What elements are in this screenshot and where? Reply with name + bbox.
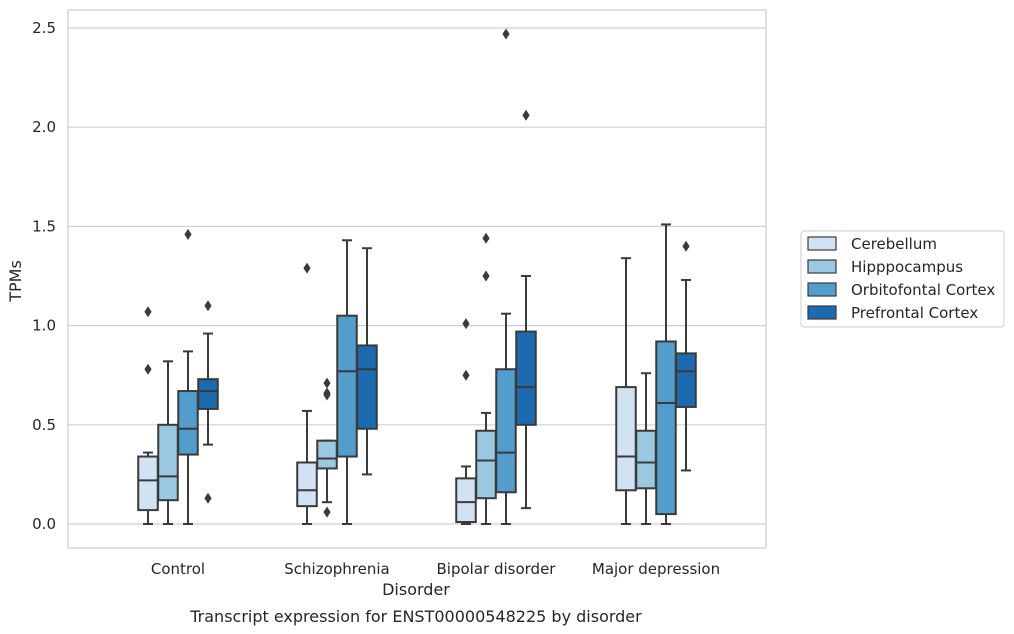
legend-frame xyxy=(800,230,1005,328)
box-prefrontal-cortex xyxy=(197,300,219,504)
x-axis-label: Disorder xyxy=(382,580,450,599)
box-prefrontal-cortex xyxy=(356,247,378,476)
legend: Cerebellum Hipppocampus Orbitofontal Corte… xyxy=(800,230,1005,328)
y-tick-label: 2.0 xyxy=(32,118,56,136)
y-tick-label: 2.5 xyxy=(32,19,56,37)
box-iqr xyxy=(615,386,637,492)
outlier-point xyxy=(462,318,470,330)
outlier-point xyxy=(184,228,192,240)
outlier-point xyxy=(462,369,470,381)
outlier-point xyxy=(144,306,152,318)
y-tick-labels: 0.0 0.5 1.0 1.5 2.0 2.5 xyxy=(32,19,56,533)
outlier-point xyxy=(682,240,690,252)
box-iqr xyxy=(137,455,159,512)
boxes xyxy=(137,28,697,525)
box-cerebellum xyxy=(615,257,637,525)
outlier-point xyxy=(323,387,331,399)
box-iqr xyxy=(197,378,219,410)
legend-swatch xyxy=(807,259,837,274)
outlier-point xyxy=(204,300,212,312)
legend-swatch xyxy=(807,282,837,297)
legend-swatch xyxy=(807,305,837,320)
box-hipppocampus xyxy=(635,372,657,525)
legend-label: Hipppocampus xyxy=(851,258,963,276)
box-orbitofontal-cortex xyxy=(655,223,677,525)
x-tick-label: Schizophrenia xyxy=(284,560,389,578)
box-hipppocampus xyxy=(316,377,338,518)
box-iqr xyxy=(177,390,199,456)
box-orbitofontal-cortex xyxy=(336,239,358,525)
outlier-point xyxy=(502,28,510,40)
outlier-point xyxy=(482,232,490,244)
box-cerebellum xyxy=(455,318,477,525)
box-iqr xyxy=(336,314,358,458)
y-tick-label: 1.0 xyxy=(32,317,56,335)
outlier-point xyxy=(522,109,530,121)
box-cerebellum xyxy=(137,306,159,525)
box-iqr xyxy=(455,477,477,524)
legend-label: Prefrontal Cortex xyxy=(851,304,978,322)
box-iqr xyxy=(316,439,338,470)
outlier-point xyxy=(303,262,311,274)
box-iqr xyxy=(157,423,179,502)
box-iqr xyxy=(655,340,677,516)
y-tick-label: 1.5 xyxy=(32,217,56,235)
box-iqr xyxy=(495,368,517,494)
outlier-point xyxy=(482,270,490,282)
box-iqr xyxy=(515,330,537,426)
box-iqr xyxy=(475,429,497,500)
legend-label: Cerebellum xyxy=(851,235,937,253)
outlier-point xyxy=(144,363,152,375)
outlier-point xyxy=(323,506,331,518)
box-iqr xyxy=(356,344,378,430)
plot-frame xyxy=(67,9,767,549)
x-tick-label: Major depression xyxy=(592,560,720,578)
chart-caption: Transcript expression for ENST0000054822… xyxy=(189,607,642,626)
x-tick-label: Bipolar disorder xyxy=(437,560,557,578)
box-prefrontal-cortex xyxy=(675,240,697,472)
box-cerebellum xyxy=(296,262,318,525)
y-tick-label: 0.0 xyxy=(32,515,56,533)
box-hipppocampus xyxy=(475,232,497,525)
box-iqr xyxy=(675,352,697,408)
box-orbitofontal-cortex xyxy=(495,28,517,525)
y-tick-label: 0.5 xyxy=(32,416,56,434)
y-axis-label: TPMs xyxy=(6,260,25,303)
x-tick-labels: Control Schizophrenia Bipolar disorder Majo… xyxy=(151,560,720,578)
legend-swatch xyxy=(807,236,837,251)
x-tick-label: Control xyxy=(151,560,205,578)
box-hipppocampus xyxy=(157,360,179,525)
box-orbitofontal-cortex xyxy=(177,228,199,525)
legend-label: Orbitofontal Cortex xyxy=(851,281,995,299)
box-iqr xyxy=(635,429,657,490)
box-prefrontal-cortex xyxy=(515,109,537,510)
outlier-point xyxy=(323,377,331,389)
box-iqr xyxy=(296,461,318,508)
outlier-point xyxy=(204,492,212,504)
